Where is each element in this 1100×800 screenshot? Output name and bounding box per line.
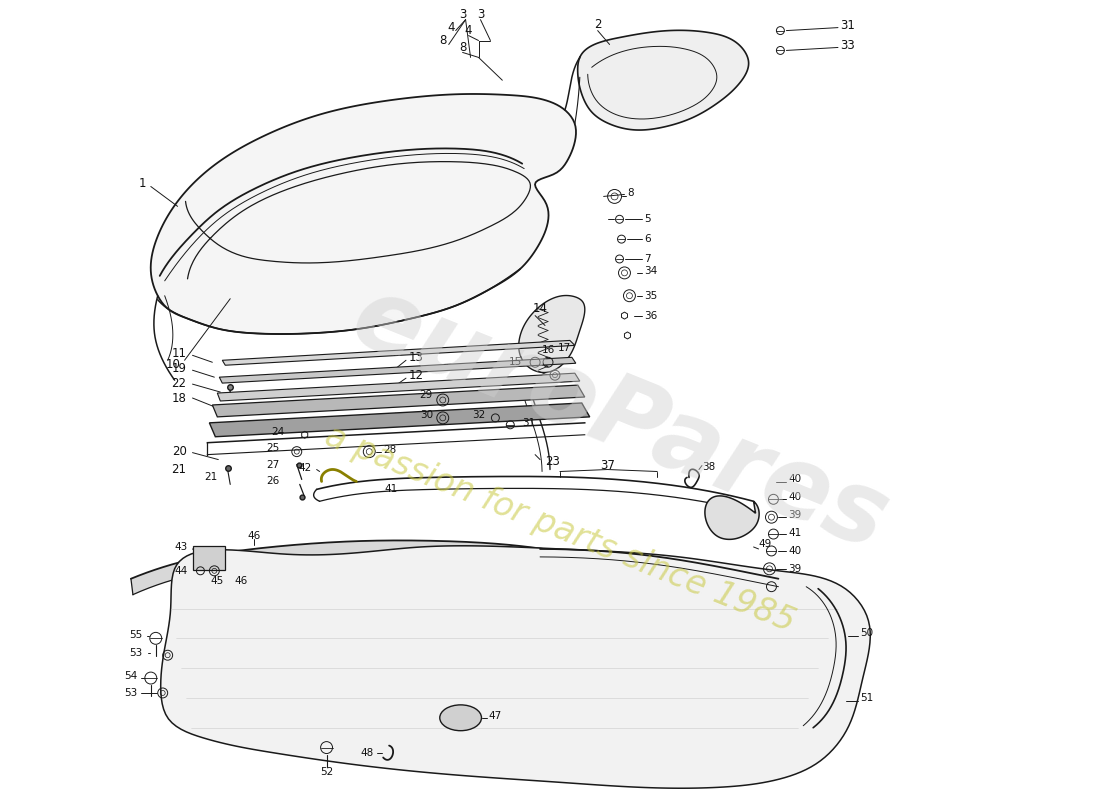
Text: 36: 36: [645, 310, 658, 321]
Text: 53: 53: [130, 648, 143, 658]
Text: 31: 31: [522, 418, 536, 428]
Text: 42: 42: [298, 462, 311, 473]
Text: 31: 31: [840, 19, 855, 32]
Text: 37: 37: [601, 459, 615, 472]
Text: 10: 10: [166, 358, 180, 370]
Text: 40: 40: [789, 546, 802, 556]
Ellipse shape: [440, 705, 482, 730]
Polygon shape: [519, 295, 585, 373]
Text: 39: 39: [789, 510, 802, 520]
Polygon shape: [705, 496, 759, 539]
Text: 51: 51: [860, 693, 873, 703]
Text: 33: 33: [840, 39, 855, 52]
Text: 8: 8: [627, 189, 634, 198]
Text: 3: 3: [459, 8, 466, 21]
Text: 39: 39: [789, 564, 802, 574]
Text: 30: 30: [420, 410, 432, 420]
Text: 45: 45: [211, 576, 224, 586]
Text: 22: 22: [172, 377, 187, 390]
Text: 17: 17: [558, 343, 571, 354]
Polygon shape: [218, 373, 580, 401]
Text: 2: 2: [594, 18, 602, 31]
Polygon shape: [222, 341, 575, 366]
Text: 5: 5: [645, 214, 651, 224]
Polygon shape: [578, 30, 749, 130]
Text: 40: 40: [789, 492, 802, 502]
Text: 46: 46: [248, 531, 261, 541]
Text: 8: 8: [439, 34, 447, 47]
Text: 29: 29: [419, 390, 432, 400]
Text: 50: 50: [860, 628, 873, 638]
Polygon shape: [161, 546, 870, 788]
Text: 43: 43: [174, 542, 187, 552]
Text: 7: 7: [645, 254, 651, 264]
Text: 28: 28: [383, 445, 396, 454]
Polygon shape: [151, 94, 576, 334]
Polygon shape: [209, 403, 590, 437]
Text: 8: 8: [459, 41, 466, 54]
Text: 19: 19: [172, 362, 187, 374]
Text: 1: 1: [139, 177, 146, 190]
Text: 12: 12: [409, 369, 424, 382]
Text: 4: 4: [465, 24, 472, 37]
Text: 49: 49: [759, 539, 772, 549]
Text: euroPares: euroPares: [338, 269, 901, 571]
Text: 21: 21: [172, 463, 187, 476]
Text: 4: 4: [447, 21, 454, 34]
Polygon shape: [131, 541, 641, 594]
Text: 54: 54: [124, 671, 138, 681]
Text: 13: 13: [409, 350, 424, 364]
Text: 3: 3: [476, 8, 484, 21]
Text: 34: 34: [645, 266, 658, 276]
Text: 25: 25: [266, 442, 279, 453]
Text: 14: 14: [532, 302, 548, 315]
Text: 16: 16: [541, 346, 554, 355]
Text: 48: 48: [360, 747, 373, 758]
Polygon shape: [212, 385, 585, 417]
Text: 15: 15: [509, 358, 522, 367]
Text: 20: 20: [172, 445, 187, 458]
Text: a passion for parts since 1985: a passion for parts since 1985: [320, 419, 800, 639]
Text: 47: 47: [488, 710, 502, 721]
Text: 32: 32: [472, 410, 485, 420]
Text: 41: 41: [385, 484, 398, 494]
Text: 11: 11: [172, 347, 187, 360]
Text: 6: 6: [645, 234, 651, 244]
Text: 41: 41: [789, 528, 802, 538]
Text: 24: 24: [272, 426, 285, 437]
Text: 40: 40: [789, 474, 802, 485]
Text: 44: 44: [174, 566, 187, 576]
FancyBboxPatch shape: [194, 546, 226, 570]
Text: 35: 35: [645, 290, 658, 301]
Text: 38: 38: [702, 462, 715, 471]
Text: 26: 26: [266, 477, 279, 486]
Text: 52: 52: [320, 767, 333, 778]
Text: 23: 23: [544, 455, 560, 468]
Polygon shape: [219, 358, 575, 383]
Text: 21: 21: [205, 473, 218, 482]
Text: 46: 46: [234, 576, 248, 586]
Text: 53: 53: [124, 688, 138, 698]
Text: 27: 27: [266, 459, 279, 470]
Text: 55: 55: [130, 630, 143, 640]
Text: 18: 18: [172, 391, 187, 405]
